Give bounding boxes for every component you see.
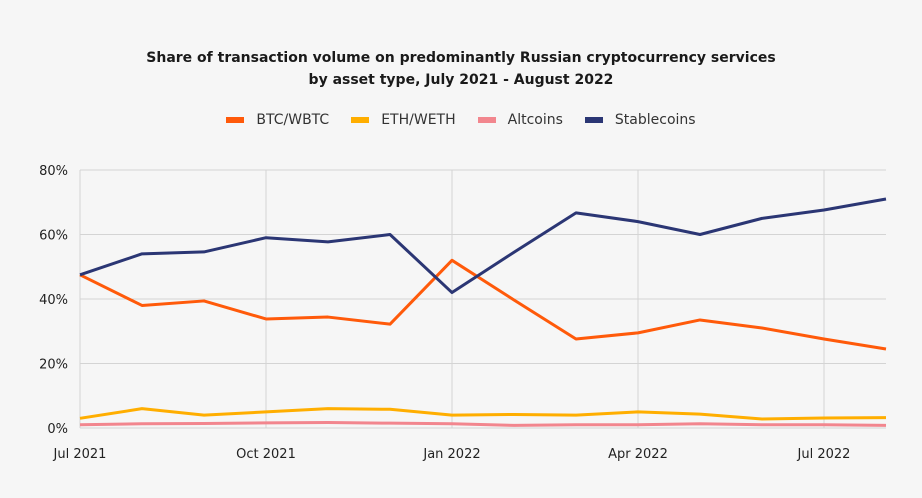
legend-label: Altcoins xyxy=(507,112,563,128)
series-line-stablecoins xyxy=(79,197,887,295)
legend-item: BTC/WBTC xyxy=(226,112,329,128)
series-line-btc-wbtc xyxy=(79,258,887,351)
chart-subtitle: by asset type, July 2021 - August 2022 xyxy=(308,72,614,88)
series-line-altcoins xyxy=(79,421,887,427)
legend-item: Stablecoins xyxy=(584,112,696,128)
legend-swatch xyxy=(477,117,496,123)
legend-item: Altcoins xyxy=(477,112,563,128)
x-tick-label: Apr 2022 xyxy=(608,447,668,462)
y-tick-label: 40% xyxy=(39,293,68,308)
x-tick-label: Jul 2022 xyxy=(797,447,851,462)
y-tick-label: 20% xyxy=(39,358,68,373)
x-tick-label: Oct 2021 xyxy=(236,447,296,462)
legend-item: ETH/WETH xyxy=(351,112,456,128)
chart-title: Share of transaction volume on predomina… xyxy=(146,50,776,66)
legend-label: Stablecoins xyxy=(614,112,696,128)
y-tick-label: 60% xyxy=(39,229,68,244)
legend-label: ETH/WETH xyxy=(381,112,456,128)
legend-label: BTC/WBTC xyxy=(256,112,330,128)
x-tick-label: Jul 2021 xyxy=(53,447,107,462)
legend: BTC/WBTC ETH/WETH Altcoins Stablecoins xyxy=(0,112,922,128)
legend-swatch xyxy=(226,117,245,123)
y-tick-label: 0% xyxy=(47,422,68,437)
y-tick-label: 80% xyxy=(39,164,68,179)
x-tick-label: Jan 2022 xyxy=(422,447,480,462)
series-line-eth-weth xyxy=(79,407,887,421)
legend-swatch xyxy=(351,117,370,123)
legend-swatch xyxy=(584,117,603,123)
